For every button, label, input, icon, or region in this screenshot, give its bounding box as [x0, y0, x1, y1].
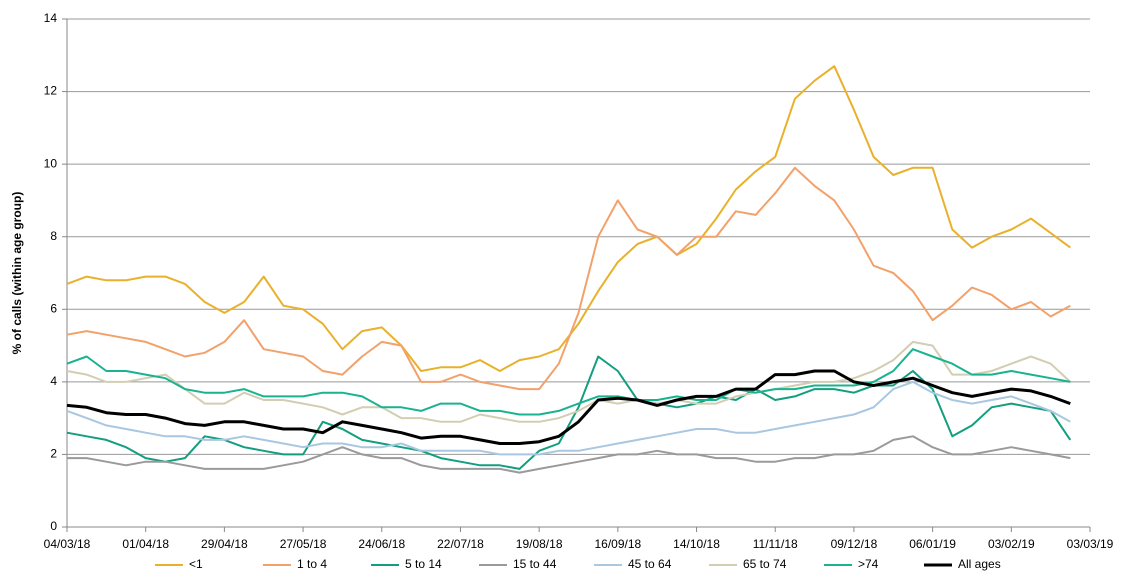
x-tick-label: 16/09/18: [594, 537, 641, 551]
x-tick-label: 04/03/18: [44, 537, 91, 551]
x-tick-label: 14/10/18: [673, 537, 720, 551]
x-tick-label: 03/02/19: [988, 537, 1035, 551]
x-tick-label: 03/03/19: [1067, 537, 1114, 551]
x-tick-label: 29/04/18: [201, 537, 248, 551]
series-line: [66, 65, 1071, 372]
x-tick-label: 22/07/18: [437, 537, 484, 551]
legend-label: <1: [189, 557, 203, 571]
y-axis-label: % of calls (within age group): [10, 192, 24, 355]
legend-label: >74: [858, 557, 879, 571]
x-tick-label: 19/08/18: [516, 537, 563, 551]
legend-label: 5 to 14: [405, 557, 442, 571]
legend-label: 45 to 64: [628, 557, 672, 571]
x-tick-label: 06/01/19: [909, 537, 956, 551]
y-tick-label: 8: [50, 229, 57, 243]
y-tick-label: 10: [44, 156, 58, 170]
legend-label: 15 to 44: [513, 557, 557, 571]
y-tick-label: 6: [50, 301, 57, 315]
y-tick-label: 0: [50, 519, 57, 533]
x-tick-label: 01/04/18: [122, 537, 169, 551]
series-line: [67, 435, 1071, 474]
x-tick-label: 27/05/18: [280, 537, 327, 551]
series-line: [66, 369, 1071, 445]
series-line: [66, 380, 1071, 456]
legend-label: 1 to 4: [297, 557, 327, 571]
series-line: [66, 355, 1072, 470]
x-tick-label: 24/06/18: [358, 537, 405, 551]
series-line: [66, 340, 1071, 423]
y-tick-label: 14: [44, 11, 58, 25]
series-line: [66, 348, 1071, 416]
legend-label: All ages: [958, 557, 1001, 571]
series-line: [66, 166, 1071, 391]
x-tick-label: 11/11/18: [753, 537, 798, 551]
y-tick-label: 2: [50, 447, 57, 461]
y-tick-label: 4: [50, 374, 57, 388]
y-tick-label: 12: [44, 84, 58, 98]
x-tick-label: 09/12/18: [831, 537, 878, 551]
legend-label: 65 to 74: [743, 557, 787, 571]
